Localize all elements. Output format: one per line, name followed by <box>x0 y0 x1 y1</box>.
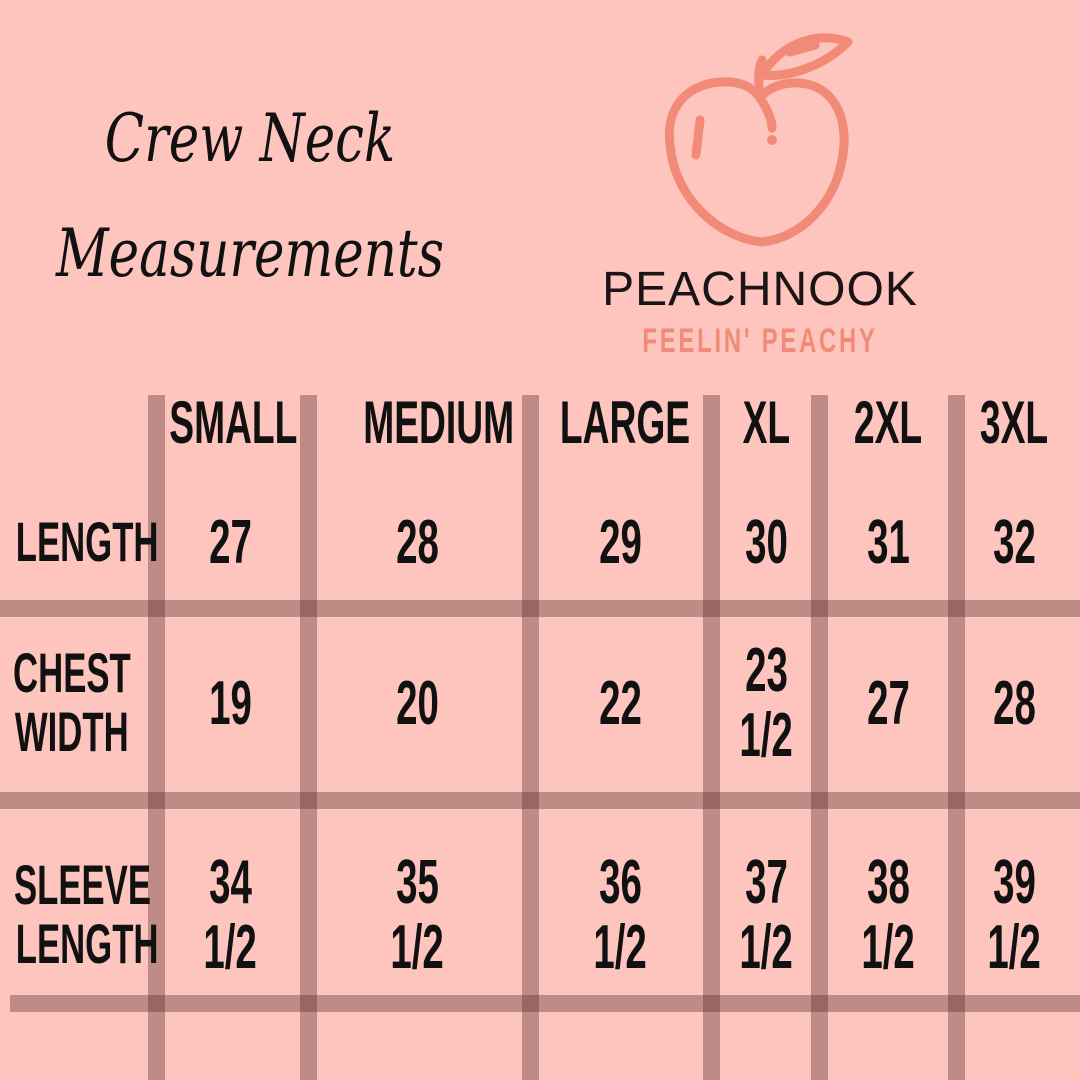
table-cell: 39 1/2 <box>987 848 1041 983</box>
grid-vline <box>703 395 720 1080</box>
brand-tagline: FEELIN' PEACHY <box>642 322 878 360</box>
grid-vline <box>522 395 539 1080</box>
grid-vline <box>948 395 965 1080</box>
table-cell: 38 1/2 <box>861 848 915 983</box>
column-header: 2XL <box>853 388 923 456</box>
title-line-1: Crew Neck <box>104 100 396 177</box>
brand-name: PEACHNOOK <box>602 263 918 316</box>
table-cell: 29 <box>598 507 642 577</box>
table-cell: 27 <box>208 507 252 577</box>
grid-hline <box>10 995 1080 1012</box>
table-cell: 34 1/2 <box>203 848 257 983</box>
row-label: CHEST WIDTH <box>13 641 131 763</box>
table-cell: 30 <box>744 507 788 577</box>
table-cell: 22 <box>598 668 642 738</box>
table-cell: 23 1/2 <box>739 636 793 771</box>
grid-vline <box>148 395 165 1080</box>
column-header: LARGE <box>559 388 691 456</box>
table-cell: 31 <box>866 507 910 577</box>
table-cell: 19 <box>208 668 252 738</box>
table-cell: 28 <box>395 507 439 577</box>
table-cell: 32 <box>992 507 1036 577</box>
title-line-2: Measurements <box>55 215 445 292</box>
grid-vline <box>300 395 317 1080</box>
grid-hline <box>0 792 1080 809</box>
column-header: SMALL <box>169 388 298 456</box>
table-cell: 28 <box>992 668 1036 738</box>
table-cell: 35 1/2 <box>390 848 444 983</box>
table-cell: 37 1/2 <box>739 848 793 983</box>
column-header: XL <box>742 388 790 456</box>
grid-vline <box>811 395 828 1080</box>
table-cell: 36 1/2 <box>593 848 647 983</box>
row-label: SLEEVE LENGTH <box>13 853 159 975</box>
table-cell: 20 <box>395 668 439 738</box>
column-header: MEDIUM <box>363 388 515 456</box>
table-cell: 27 <box>866 668 910 738</box>
column-header: 3XL <box>979 388 1049 456</box>
grid-hline <box>0 600 1080 617</box>
peach-icon <box>664 33 853 247</box>
row-label: LENGTH <box>15 509 159 573</box>
